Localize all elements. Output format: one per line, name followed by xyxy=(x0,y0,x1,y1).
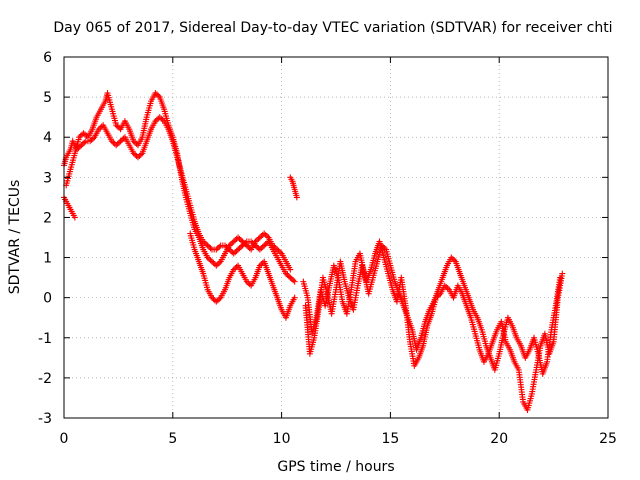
data-point xyxy=(245,243,252,250)
series-sdtvar-lower xyxy=(61,194,298,321)
y-tick-labels: -3 -2 -1 0 1 2 3 4 5 6 xyxy=(38,50,52,427)
x-tick-label: 5 xyxy=(168,431,177,447)
data-point xyxy=(259,243,266,250)
data-point xyxy=(559,270,566,277)
data-point xyxy=(262,241,269,248)
data-point xyxy=(230,238,237,245)
y-tick-label: -1 xyxy=(38,331,52,347)
data-markers xyxy=(61,90,566,413)
y-tick-label: 6 xyxy=(43,50,52,66)
series-sdtvar-upper xyxy=(63,90,294,273)
y-tick-label: 5 xyxy=(43,90,52,106)
data-point xyxy=(116,139,123,146)
data-point xyxy=(237,243,244,250)
data-point xyxy=(81,139,88,146)
data-point xyxy=(78,142,85,149)
data-point xyxy=(207,257,214,264)
data-point xyxy=(82,131,89,138)
data-point xyxy=(114,140,121,147)
grid-lines xyxy=(64,57,608,418)
x-tick-label: 15 xyxy=(381,431,399,447)
x-tick-labels: 0 5 10 15 20 25 xyxy=(60,431,617,447)
data-point xyxy=(207,245,214,252)
data-point xyxy=(240,239,247,246)
data-point xyxy=(119,136,126,143)
data-point xyxy=(236,235,243,242)
data-point xyxy=(258,245,265,252)
y-tick-label: 3 xyxy=(43,170,52,186)
y-tick-label: -2 xyxy=(38,371,52,387)
y-axis-label: SDTVAR / TECUs xyxy=(7,180,23,295)
x-tick-label: 0 xyxy=(60,431,69,447)
data-point xyxy=(232,249,239,256)
data-point xyxy=(285,273,292,280)
data-point xyxy=(213,262,220,269)
data-point xyxy=(290,277,297,284)
data-point xyxy=(291,278,298,285)
y-tick-label: 0 xyxy=(43,291,52,307)
data-point xyxy=(232,237,239,244)
data-point xyxy=(230,250,237,257)
axis-ticks xyxy=(63,56,609,419)
data-point xyxy=(214,261,221,268)
data-point xyxy=(134,154,141,161)
y-tick-label: 4 xyxy=(43,130,52,146)
data-point xyxy=(287,266,294,273)
data-point xyxy=(214,297,221,304)
data-point xyxy=(261,230,268,237)
series-sdtvar-isolated xyxy=(287,174,300,201)
data-point xyxy=(237,237,244,244)
y-tick-label: -3 xyxy=(38,411,52,427)
series-sdtvar-afternoon-2 xyxy=(302,238,566,413)
data-point xyxy=(136,152,143,159)
y-tick-label: 1 xyxy=(43,251,52,267)
data-point xyxy=(235,246,242,253)
data-point xyxy=(256,246,263,253)
data-point xyxy=(206,243,213,250)
data-point xyxy=(261,242,268,249)
data-point xyxy=(117,138,124,145)
data-point xyxy=(256,234,263,241)
data-point xyxy=(216,243,223,250)
series-sdtvar xyxy=(61,114,298,285)
data-point xyxy=(80,130,87,137)
data-point xyxy=(258,233,265,240)
data-point xyxy=(208,258,215,265)
data-point xyxy=(236,245,243,252)
data-point xyxy=(262,231,269,238)
data-point xyxy=(203,241,210,248)
data-point xyxy=(210,259,217,266)
data-point xyxy=(255,235,262,242)
x-tick-label: 25 xyxy=(599,431,617,447)
data-point xyxy=(239,238,246,245)
y-tick-label: 2 xyxy=(43,210,52,226)
data-point xyxy=(233,247,240,254)
data-point xyxy=(156,114,163,121)
x-tick-label: 10 xyxy=(273,431,291,447)
data-point xyxy=(213,298,220,305)
data-point xyxy=(242,241,249,248)
data-point xyxy=(288,275,295,282)
data-point xyxy=(287,274,294,281)
data-point xyxy=(214,245,221,252)
data-point xyxy=(235,234,242,241)
data-point xyxy=(113,142,120,149)
plot-frame xyxy=(63,56,609,419)
data-point xyxy=(71,214,78,221)
x-tick-label: 20 xyxy=(490,431,508,447)
data-point xyxy=(293,194,300,201)
data-point xyxy=(291,294,298,301)
data-point xyxy=(229,239,236,246)
x-axis-label: GPS time / hours xyxy=(277,459,394,475)
chart-title: Day 065 of 2017, Sidereal Day-to-day VTE… xyxy=(53,20,612,36)
